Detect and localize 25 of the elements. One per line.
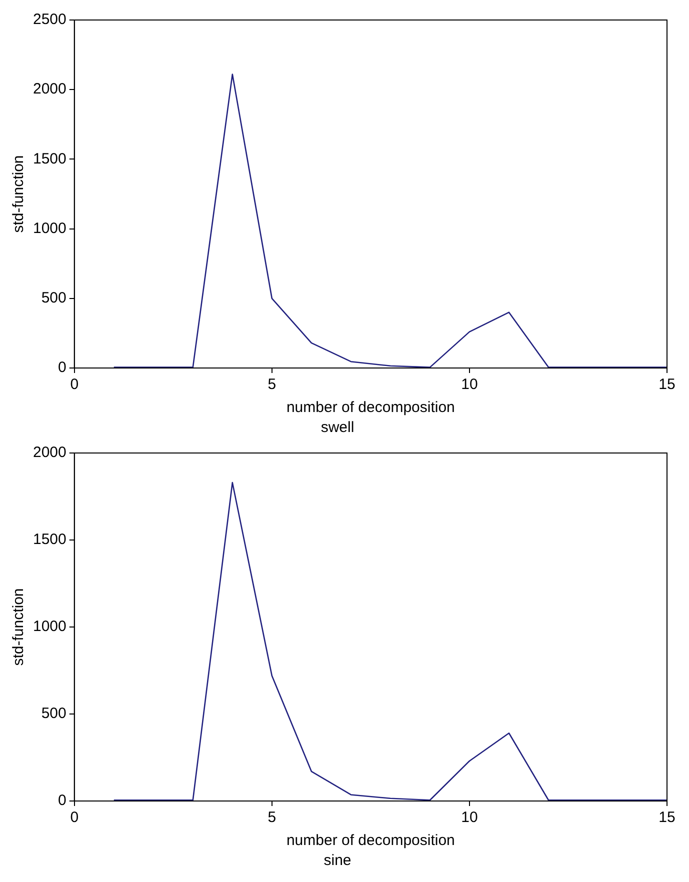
x-axis-title: number of decomposition	[286, 832, 455, 850]
y-tick-label: 500	[41, 290, 66, 307]
y-tick-label: 2000	[32, 80, 66, 98]
y-tick-label: 500	[41, 705, 66, 722]
x-tick-label: 10	[461, 376, 478, 394]
y-tick-label: 2000	[32, 444, 66, 462]
x-tick-label: 5	[268, 809, 276, 826]
y-tick-label: 2500	[32, 11, 66, 28]
x-tick-label: 10	[461, 809, 478, 826]
y-tick-label: 1000	[32, 220, 66, 237]
x-tick-label: 0	[70, 809, 79, 826]
y-tick-label: 1500	[32, 150, 66, 168]
x-tick-label: 15	[658, 809, 676, 826]
x-axis-title: number of decomposition	[286, 399, 455, 416]
text: sine	[324, 852, 352, 870]
text: swell	[320, 419, 354, 436]
x-tick-label: 5	[268, 376, 276, 394]
y-axis-title: std-function	[10, 588, 28, 666]
x-tick-label: 0	[70, 376, 79, 394]
x-tick-label: 15	[658, 376, 676, 394]
y-tick-label: 1500	[32, 531, 66, 548]
y-tick-label: 0	[58, 792, 66, 810]
y-tick-label: 0	[58, 359, 66, 376]
y-tick-label: 1000	[32, 618, 66, 636]
y-axis-title: std-function	[10, 155, 28, 233]
